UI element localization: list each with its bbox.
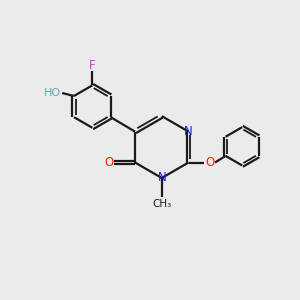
Text: CH₃: CH₃ (152, 199, 171, 208)
Text: O: O (104, 156, 114, 169)
Text: O: O (205, 156, 214, 169)
Text: HO: HO (44, 88, 61, 98)
Text: N: N (184, 125, 193, 138)
Text: F: F (89, 59, 96, 72)
Text: N: N (158, 172, 166, 184)
